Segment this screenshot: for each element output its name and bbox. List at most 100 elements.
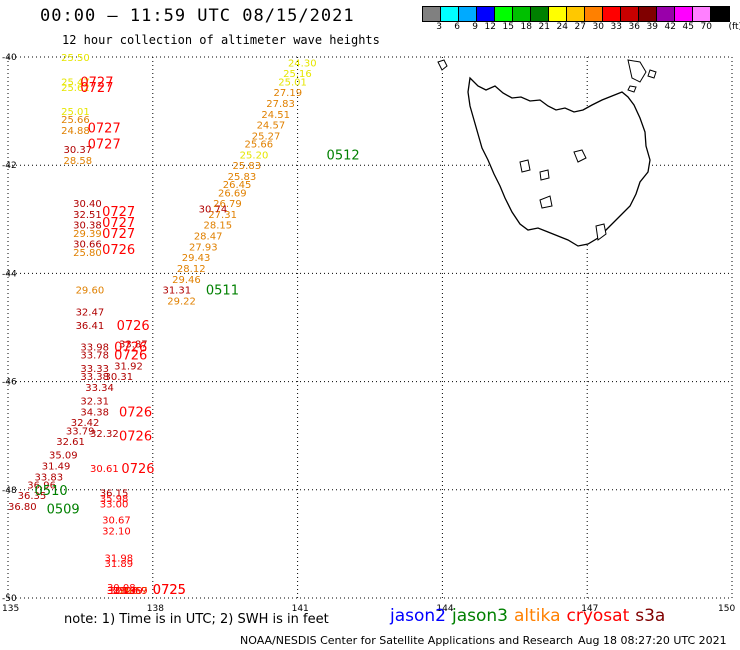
- wave-height-value: 25.66: [61, 115, 90, 126]
- legend-unit-label: (ft): [728, 22, 740, 32]
- wave-height-value: 30.08: [107, 583, 136, 594]
- legend-bin-label: 33: [610, 22, 622, 32]
- wave-height-value: 33.87: [119, 340, 148, 351]
- pass-time-label: 0725: [153, 583, 186, 598]
- color-legend-bar: [422, 6, 730, 22]
- wave-height-value: 36.96: [27, 480, 56, 491]
- legend-bin-label: 42: [664, 22, 676, 32]
- wave-height-value: 29.39: [73, 229, 102, 240]
- lat-tick-label: -48: [2, 486, 17, 496]
- wave-height-value: 32.51: [73, 210, 102, 221]
- wave-height-points: 24.3025.1625.0127.1927.8324.5124.5725.27…: [8, 53, 317, 597]
- wave-height-value: 33.00: [100, 499, 129, 510]
- wave-height-value: 35.98: [100, 494, 129, 505]
- legend-swatch: [711, 7, 729, 21]
- legend-bin-label: 3: [436, 22, 442, 32]
- tasmania-coastline: [437, 59, 657, 247]
- lon-tick-label: 150: [718, 604, 735, 614]
- small-island-2: [627, 85, 637, 93]
- wave-height-value: 26.45: [223, 180, 252, 191]
- pass-time-label: 0510: [35, 484, 68, 499]
- pass-time-label: 0726: [114, 349, 147, 364]
- lon-tick-label: 147: [581, 604, 598, 614]
- pass-time-label: 0727: [88, 138, 121, 153]
- maria-island: [573, 149, 587, 163]
- legend-bin-label: 24: [556, 22, 568, 32]
- legend-bin-label: 70: [700, 22, 712, 32]
- lat-tick-label: -50: [2, 594, 17, 604]
- legend-swatch: [513, 7, 531, 21]
- wave-height-value: 25.27: [252, 131, 281, 142]
- legend-bin-label: 27: [574, 22, 586, 32]
- legend-bin-label: 12: [484, 22, 496, 32]
- wave-height-value: 25.83: [232, 161, 261, 172]
- wave-height-value: 25.80: [73, 248, 102, 259]
- wave-height-value: 32.61: [56, 437, 85, 448]
- wave-height-value: 29.22: [167, 296, 196, 307]
- pass-time-label: 0727: [102, 205, 135, 220]
- wave-height-value: 32.31: [80, 397, 109, 408]
- wave-height-value: 33.34: [85, 383, 114, 394]
- wave-height-value: 28.47: [194, 232, 223, 243]
- wave-height-value: 32.69: [119, 586, 148, 597]
- wave-height-value: 30.40: [73, 199, 102, 210]
- wave-height-value: 31.49: [42, 461, 71, 472]
- wave-height-value: 31.98: [105, 553, 134, 564]
- mission-name: jason3: [452, 606, 508, 626]
- wave-height-value: 30.31: [105, 372, 134, 383]
- tasmania-outline: [467, 76, 651, 247]
- legend-swatch: [477, 7, 495, 21]
- king-island-outline: [437, 59, 448, 71]
- pass-time-label: 0726: [121, 462, 154, 477]
- wave-height-value: 25.66: [245, 140, 274, 151]
- lake-2: [539, 169, 550, 181]
- lat-tick-label: -44: [2, 269, 17, 279]
- wave-height-value: 31.92: [114, 361, 143, 372]
- legend-swatch: [693, 7, 711, 21]
- legend-bin-label: 39: [646, 22, 658, 32]
- pass-time-label: 0511: [206, 284, 239, 299]
- wave-height-value: 36.41: [76, 321, 105, 332]
- mission-name: altika: [514, 606, 561, 626]
- wave-height-value: 30.74: [199, 204, 228, 215]
- legend-bin-label: 18: [520, 22, 532, 32]
- footer-timestamp: Aug 18 08:27:20 UTC 2021: [578, 634, 727, 647]
- wave-height-value: 33.33: [80, 364, 109, 375]
- pass-time-label: 0727: [80, 75, 113, 90]
- wave-height-value: 25.16: [283, 69, 312, 80]
- lat-tick-label: -42: [2, 161, 17, 171]
- wave-height-value: 30.37: [64, 145, 93, 156]
- wave-height-value: 31.31: [162, 286, 191, 297]
- legend-bin-label: 15: [502, 22, 514, 32]
- footer-credit: NOAA/NESDIS Center for Satellite Applica…: [240, 634, 574, 647]
- footer-note: note: 1) Time is in UTC; 2) SWH is in fe…: [64, 612, 329, 627]
- pass-time-label: 0512: [327, 148, 360, 163]
- legend-swatch: [495, 7, 513, 21]
- pass-time-label: 0725: [153, 583, 186, 598]
- mission-name: cryosat: [566, 606, 630, 626]
- wave-height-value: 27.83: [266, 99, 295, 110]
- wave-height-value: 32.32: [90, 429, 119, 440]
- lake-1: [519, 159, 531, 173]
- pass-time-labels: 0727072707270727072707270727072607260726…: [35, 75, 360, 598]
- wave-height-value: 26.79: [213, 199, 242, 210]
- legend-bin-label: 21: [538, 22, 550, 32]
- wave-height-value: 25.50: [61, 53, 90, 64]
- pass-time-label: 0727: [80, 81, 113, 96]
- lat-tick-label: -46: [2, 378, 17, 388]
- wave-height-value: 27.93: [189, 242, 218, 253]
- wave-height-value: 26.69: [218, 188, 247, 199]
- wave-height-value: 29.60: [76, 286, 105, 297]
- pass-time-label: 0727: [102, 227, 135, 242]
- wave-height-value: 24.51: [261, 110, 290, 121]
- wave-height-value: 24.57: [257, 121, 286, 132]
- pass-time-label: 0727: [88, 121, 121, 136]
- legend-swatch: [549, 7, 567, 21]
- legend-swatch: [675, 7, 693, 21]
- small-island-1: [647, 69, 657, 79]
- wave-height-value: 29.57: [119, 586, 148, 597]
- legend-swatch: [585, 7, 603, 21]
- wave-height-value: 32.49: [107, 586, 136, 597]
